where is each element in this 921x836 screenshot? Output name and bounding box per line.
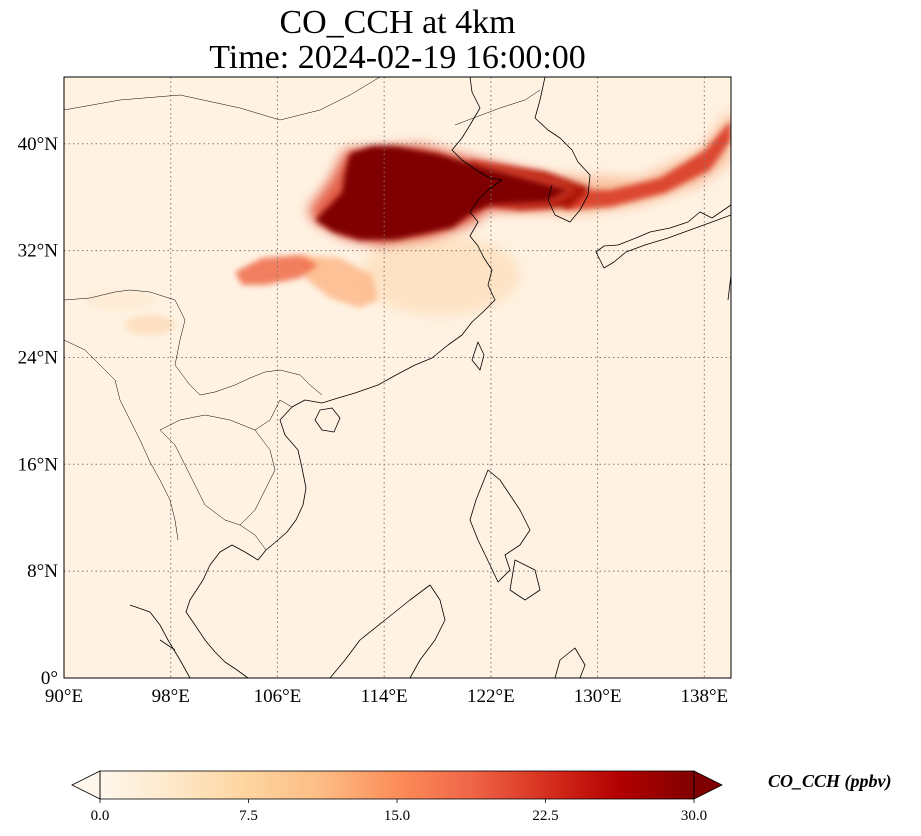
coastline-hainan [314,407,341,433]
colorbar-tick-label: 30.0 [681,808,707,824]
x-tick-label: 130°E [574,686,622,707]
colorbar-tick-label: 0.0 [91,808,110,824]
plume-sichuan [235,255,318,285]
colorbar-tick-label: 22.5 [532,808,558,824]
border-myanmar [64,339,179,541]
coastline-sulawesi [554,647,586,678]
colorbar-ticks: 0.0 7.5 15.0 22.5 30.0 [91,799,707,824]
y-tick-label: 24°N [18,347,59,368]
y-tick-label: 16°N [18,454,59,475]
colorbar-extend-min [71,770,101,800]
colorbar-tick-label: 7.5 [239,808,258,824]
title-line-1: CO_CCH at 4km [279,4,516,41]
plume-layer [85,108,731,335]
x-tick-label: 106°E [254,686,302,707]
border-cambodia-vietnam [239,399,293,551]
gridlines [64,77,731,678]
border-thailand-laos [159,414,276,526]
y-tick-label: 40°N [18,134,59,155]
map-frame [63,76,732,679]
coastline-sumatra [129,604,191,678]
x-tick-label: 138°E [680,686,728,707]
y-tick-labels: 0° 8°N 16°N 24°N 32°N 40°N [18,134,59,689]
coastline-korea [534,77,591,223]
haze-west [85,290,155,310]
plume-north-china-core [315,146,568,240]
x-tick-label: 122°E [467,686,515,707]
border-north [454,89,541,126]
colorbar-label: CO_CCH (ppbv) [768,771,892,791]
borders [64,77,541,551]
colorbar-tick-label: 15.0 [384,808,410,824]
coastline-japan [595,204,731,269]
coastline-borneo [329,584,446,678]
coastline-philippines [469,469,541,601]
x-tick-label: 114°E [361,686,408,707]
x-tick-labels: 90°E 98°E 106°E 114°E 122°E 130°E 138°E [45,686,728,707]
border-china-south [64,289,323,396]
y-tick-label: 8°N [27,561,58,582]
title-line-2: Time: 2024-02-19 16:00:00 [209,39,586,76]
plume-central-streak [300,255,378,308]
colorbar-extend-max [693,770,723,800]
map-layers [64,77,731,678]
x-tick-label: 90°E [45,686,83,707]
x-tick-label: 98°E [152,686,190,707]
colorbar: 0.0 7.5 15.0 22.5 30.0 [71,770,723,824]
y-tick-label: 32°N [18,241,59,262]
haze-central-china [360,235,520,315]
haze-myanmar [125,315,175,335]
border-mongolia [64,77,381,121]
coastline-taiwan [471,341,485,371]
colorbar-body [100,771,694,799]
y-tick-label: 0° [41,668,58,689]
